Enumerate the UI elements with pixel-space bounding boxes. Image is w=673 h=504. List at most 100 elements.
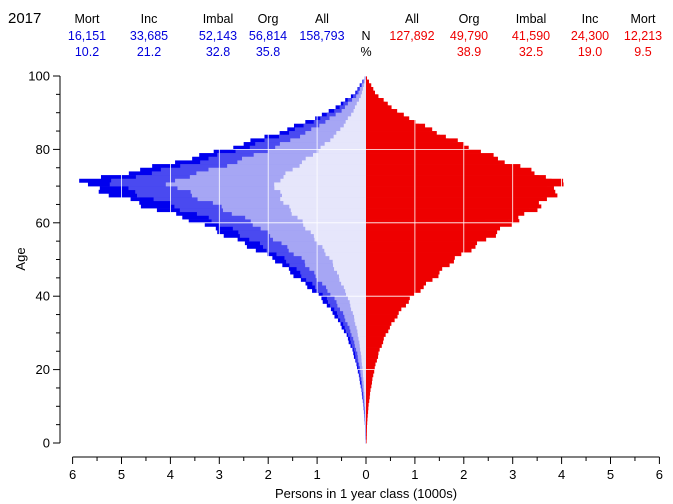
bar-right-inc-age-83 bbox=[366, 134, 446, 139]
y-axis-label: Age bbox=[13, 247, 28, 270]
bar-right-inc-age-12 bbox=[366, 395, 370, 400]
bar-left-imbal-age-69 bbox=[177, 186, 366, 191]
bar-left-org-age-20 bbox=[362, 365, 366, 370]
gridlines bbox=[72, 75, 660, 443]
bar-left-org-age-84 bbox=[336, 131, 366, 136]
bar-left-org-age-23 bbox=[361, 354, 366, 359]
bar-left-org-age-76 bbox=[301, 160, 366, 165]
bar-right-inc-age-20 bbox=[366, 365, 375, 370]
bar-left-imbal-age-77 bbox=[242, 156, 366, 161]
bar-right-inc-age-66 bbox=[366, 197, 547, 202]
bar-left-imbal-age-73 bbox=[196, 171, 366, 176]
bar-left-org-age-91 bbox=[354, 105, 366, 110]
n-row-label: N bbox=[361, 29, 370, 43]
bar-left-org-age-60 bbox=[302, 219, 366, 224]
bar-left-imbal-age-83 bbox=[300, 134, 366, 139]
bar-left-org-age-58 bbox=[305, 226, 366, 231]
bar-left-org-age-26 bbox=[359, 343, 366, 348]
left-header-mort: Mort bbox=[75, 12, 101, 26]
bar-right-inc-age-3 bbox=[366, 428, 367, 433]
bar-left-org-age-9 bbox=[365, 406, 366, 411]
y-tick-label-40: 40 bbox=[36, 289, 50, 304]
bar-right-inc-age-91 bbox=[366, 105, 392, 110]
left-pct-imbal: 32.8 bbox=[206, 45, 230, 59]
bar-right-inc-age-92 bbox=[366, 101, 388, 106]
bar-left-org-age-83 bbox=[333, 134, 366, 139]
bar-right-inc-age-49 bbox=[366, 259, 454, 264]
bar-right-inc-age-96 bbox=[366, 87, 374, 91]
year-label: 2017 bbox=[8, 10, 41, 27]
bar-left-org-age-12 bbox=[364, 395, 366, 400]
bar-right-inc-age-7 bbox=[366, 413, 368, 418]
bar-left-org-age-62 bbox=[291, 211, 366, 216]
x-tick-label-1: 5 bbox=[118, 467, 125, 482]
y-tick-label-0: 0 bbox=[43, 436, 50, 451]
bar-left-org-age-87 bbox=[345, 120, 366, 125]
bar-left-org-age-67 bbox=[282, 193, 366, 198]
right-n-org: 49,790 bbox=[450, 29, 488, 43]
bar-left-org-age-42 bbox=[343, 285, 366, 290]
bar-right-inc-age-94 bbox=[366, 94, 379, 99]
left-n-imbal: 52,143 bbox=[199, 29, 237, 43]
bar-right-inc-age-21 bbox=[366, 362, 376, 367]
right-header-mort: Mort bbox=[631, 12, 657, 26]
bar-right-inc-age-72 bbox=[366, 175, 546, 180]
bar-left-imbal-age-70 bbox=[165, 182, 366, 187]
bar-right-inc-age-93 bbox=[366, 98, 384, 102]
pct-row-label: % bbox=[360, 45, 371, 59]
bar-left-org-age-55 bbox=[314, 237, 366, 242]
series-left-org bbox=[274, 76, 366, 444]
right-pct-mort: 9.5 bbox=[634, 45, 651, 59]
bar-left-org-age-70 bbox=[274, 182, 366, 187]
bar-right-inc-age-34 bbox=[366, 314, 398, 319]
bar-left-org-age-59 bbox=[303, 222, 366, 227]
bar-left-org-age-68 bbox=[280, 189, 366, 194]
bar-right-inc-age-90 bbox=[366, 109, 398, 113]
bar-right-inc-age-4 bbox=[366, 424, 367, 429]
bar-left-org-age-63 bbox=[290, 208, 366, 213]
bar-left-org-age-30 bbox=[357, 329, 366, 334]
bar-right-inc-age-24 bbox=[366, 351, 379, 356]
bar-right-inc-age-89 bbox=[366, 112, 404, 117]
bar-left-org-age-75 bbox=[299, 164, 366, 169]
bar-left-org-age-44 bbox=[339, 277, 366, 282]
bar-right-inc-age-32 bbox=[366, 321, 392, 326]
right-pct-inc: 19.0 bbox=[578, 45, 602, 59]
bar-right-inc-age-41 bbox=[366, 288, 421, 293]
bar-left-org-age-35 bbox=[352, 310, 366, 315]
bar-left-org-age-40 bbox=[346, 292, 366, 297]
bar-right-inc-age-62 bbox=[366, 211, 525, 216]
bar-right-inc-age-97 bbox=[366, 83, 372, 88]
bar-right-inc-age-47 bbox=[366, 266, 443, 271]
bar-left-org-age-64 bbox=[289, 204, 366, 209]
bar-left-org-age-7 bbox=[365, 413, 366, 418]
bar-right-inc-age-26 bbox=[366, 343, 382, 348]
bar-right-inc-age-28 bbox=[366, 336, 384, 341]
y-axis-ticks: 0 20 40 60 80 100 bbox=[28, 69, 60, 451]
bar-left-org-age-86 bbox=[343, 123, 366, 128]
bar-right-inc-age-54 bbox=[366, 241, 478, 246]
x-tick-label-8: 2 bbox=[460, 467, 467, 482]
bar-right-inc-age-33 bbox=[366, 318, 395, 323]
bar-right-inc-age-10 bbox=[366, 402, 369, 407]
bar-right-inc-age-57 bbox=[366, 230, 498, 235]
left-pct-inc: 21.2 bbox=[137, 45, 161, 59]
bar-left-org-age-11 bbox=[364, 398, 366, 403]
bar-right-inc-age-51 bbox=[366, 252, 462, 257]
bar-left-org-age-32 bbox=[355, 321, 366, 326]
bar-right-inc-age-86 bbox=[366, 123, 426, 128]
bar-right-inc-age-44 bbox=[366, 277, 433, 282]
bar-right-inc-age-1 bbox=[366, 435, 367, 440]
bar-right-inc-age-43 bbox=[366, 281, 426, 286]
left-n-inc: 33,685 bbox=[130, 29, 168, 43]
bar-left-org-age-97 bbox=[363, 83, 366, 88]
x-tick-label-9: 3 bbox=[509, 467, 516, 482]
bar-right-inc-age-71 bbox=[366, 178, 564, 183]
bar-left-org-age-82 bbox=[330, 138, 366, 143]
left-header-imbal: Imbal bbox=[203, 12, 234, 26]
x-tick-label-0: 6 bbox=[69, 467, 76, 482]
bar-left-org-age-95 bbox=[361, 90, 366, 95]
bar-left-org-age-89 bbox=[351, 112, 366, 117]
bar-left-org-age-19 bbox=[362, 369, 366, 374]
bar-right-inc-age-65 bbox=[366, 200, 539, 205]
